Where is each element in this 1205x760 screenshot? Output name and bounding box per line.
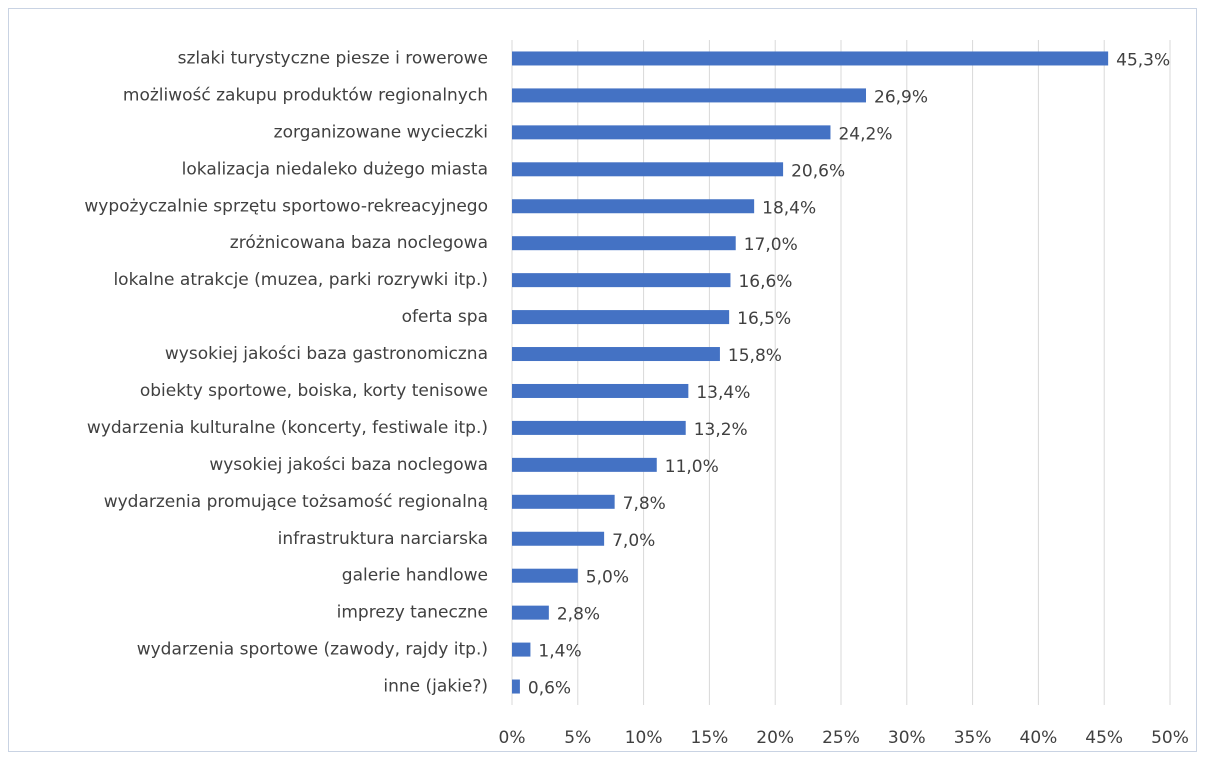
y-tick-label: szlaki turystyczne piesze i rowerowe: [178, 48, 488, 68]
bar: [512, 457, 657, 472]
bar: [512, 162, 784, 177]
y-tick-label: galerie handlowe: [342, 566, 488, 586]
y-tick-label: oferta spa: [402, 307, 488, 327]
x-tick-label: 45%: [1085, 728, 1123, 748]
data-label: 24,2%: [838, 124, 892, 144]
bar: [512, 383, 689, 398]
y-tick-label: wydarzenia kulturalne (koncerty, festiwa…: [87, 418, 488, 438]
y-tick-label: imprezy taneczne: [337, 603, 488, 623]
x-tick-label: 35%: [954, 728, 992, 748]
bar: [512, 420, 686, 435]
y-tick-label: wydarzenia sportowe (zawody, rajdy itp.): [137, 640, 488, 660]
data-label: 0,6%: [528, 679, 571, 699]
bar: [512, 642, 531, 657]
y-tick-label: obiekty sportowe, boiska, korty tenisowe: [140, 381, 488, 401]
y-tick-label: możliwość zakupu produktów regionalnych: [123, 85, 488, 105]
data-label: 13,4%: [696, 383, 750, 403]
y-tick-label: zorganizowane wycieczki: [274, 122, 488, 142]
data-label: 18,4%: [762, 198, 816, 218]
y-tick-label: zróżnicowana baza noclegowa: [230, 233, 488, 253]
x-tick-label: 30%: [888, 728, 926, 748]
bar: [512, 273, 731, 288]
bar: [512, 236, 736, 251]
y-tick-label: inne (jakie?): [383, 677, 488, 697]
data-label: 20,6%: [791, 161, 845, 181]
bar: [512, 347, 720, 362]
y-tick-label: lokalne atrakcje (muzea, parki rozrywki …: [113, 270, 488, 290]
x-tick-label: 10%: [625, 728, 663, 748]
bar: [512, 88, 867, 103]
data-label: 26,9%: [874, 87, 928, 107]
bar: [512, 125, 831, 140]
y-tick-label: wysokiej jakości baza noclegowa: [209, 455, 488, 475]
y-tick-label: wydarzenia promujące tożsamość regionaln…: [104, 492, 488, 512]
bar: [512, 199, 755, 214]
data-label: 15,8%: [728, 346, 782, 366]
data-label: 11,0%: [665, 457, 719, 477]
bar: [512, 605, 549, 620]
x-tick-label: 20%: [756, 728, 794, 748]
data-label: 5,0%: [586, 568, 629, 588]
data-label: 1,4%: [538, 642, 581, 662]
bar: [512, 679, 520, 694]
data-label: 7,8%: [623, 494, 666, 514]
data-label: 2,8%: [557, 605, 600, 625]
x-tick-label: 40%: [1020, 728, 1058, 748]
bar: [512, 494, 615, 509]
data-label: 16,5%: [737, 309, 791, 329]
x-tick-label: 5%: [564, 728, 591, 748]
data-label: 45,3%: [1116, 50, 1170, 70]
x-tick-label: 0%: [499, 728, 526, 748]
y-tick-label: wypożyczalnie sprzętu sportowo-rekreacyj…: [84, 196, 488, 216]
y-tick-label: wysokiej jakości baza gastronomiczna: [165, 344, 488, 364]
bar: [512, 531, 605, 546]
data-label: 17,0%: [744, 235, 798, 255]
data-label: 13,2%: [694, 420, 748, 440]
x-tick-label: 15%: [691, 728, 729, 748]
bar: [512, 568, 578, 583]
x-tick-label: 25%: [822, 728, 860, 748]
y-tick-label: lokalizacja niedaleko dużego miasta: [182, 159, 488, 179]
data-label: 16,6%: [738, 272, 792, 292]
data-label: 7,0%: [612, 531, 655, 551]
y-tick-label: infrastruktura narciarska: [278, 529, 488, 549]
bar: [512, 51, 1109, 66]
bar: [512, 310, 730, 325]
x-tick-label: 50%: [1151, 728, 1189, 748]
